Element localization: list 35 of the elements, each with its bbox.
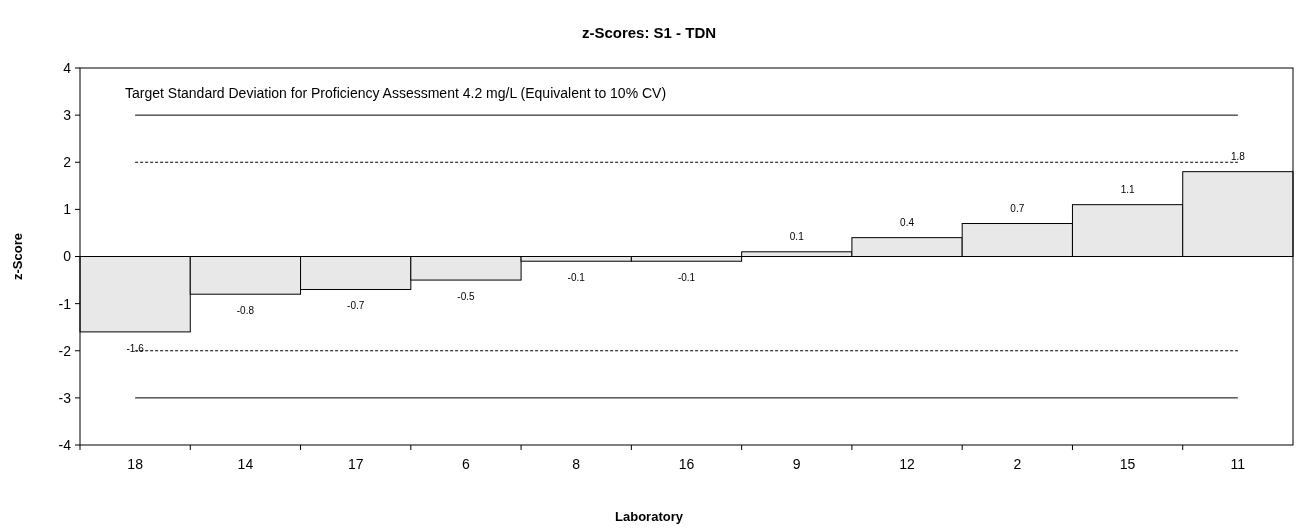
y-axis-title: z-Score bbox=[10, 233, 25, 280]
x-tick-label: 6 bbox=[462, 456, 471, 472]
x-tick-label: 11 bbox=[1230, 456, 1246, 472]
y-tick-label: -1 bbox=[58, 295, 72, 312]
data-label: -0.7 bbox=[347, 300, 365, 312]
y-tick-label: -2 bbox=[58, 342, 72, 359]
y-tick-label: 2 bbox=[63, 154, 72, 171]
y-tick-label: 0 bbox=[63, 248, 72, 265]
y-tick-label: -3 bbox=[58, 389, 72, 406]
y-tick-label: -4 bbox=[58, 436, 72, 453]
data-label: -0.1 bbox=[567, 272, 586, 284]
x-tick-label: 9 bbox=[792, 456, 801, 472]
x-tick-label: 18 bbox=[127, 456, 144, 472]
data-label: 1.1 bbox=[1120, 183, 1135, 195]
x-tick-label: 2 bbox=[1013, 456, 1022, 472]
x-tick-label: 15 bbox=[1119, 456, 1136, 472]
data-label: -0.1 bbox=[677, 272, 696, 284]
data-label: 1.8 bbox=[1230, 150, 1246, 162]
chart-title: z-Scores: S1 - TDN bbox=[581, 24, 717, 41]
data-label: -1.6 bbox=[126, 342, 145, 354]
data-label: -0.5 bbox=[457, 291, 476, 303]
y-tick-label: 3 bbox=[63, 107, 72, 124]
data-label: 0.7 bbox=[1010, 202, 1025, 214]
x-tick-label: 17 bbox=[347, 456, 364, 472]
y-tick-label: 1 bbox=[63, 201, 72, 218]
x-tick-label: 8 bbox=[572, 456, 581, 472]
data-label: 0.4 bbox=[900, 216, 915, 228]
data-label: 0.1 bbox=[789, 230, 805, 242]
annotation: Target Standard Deviation for Proficiency Assessment 4.2 mg/L (Equivalent to 10% CV) bbox=[125, 85, 667, 101]
data-label: -0.8 bbox=[236, 305, 255, 317]
x-tick-label: 16 bbox=[678, 456, 695, 472]
x-axis-title: Laboratory bbox=[615, 509, 684, 524]
y-tick-label: 4 bbox=[63, 59, 72, 76]
x-tick-label: 12 bbox=[899, 456, 916, 472]
x-tick-label: 14 bbox=[237, 456, 254, 472]
